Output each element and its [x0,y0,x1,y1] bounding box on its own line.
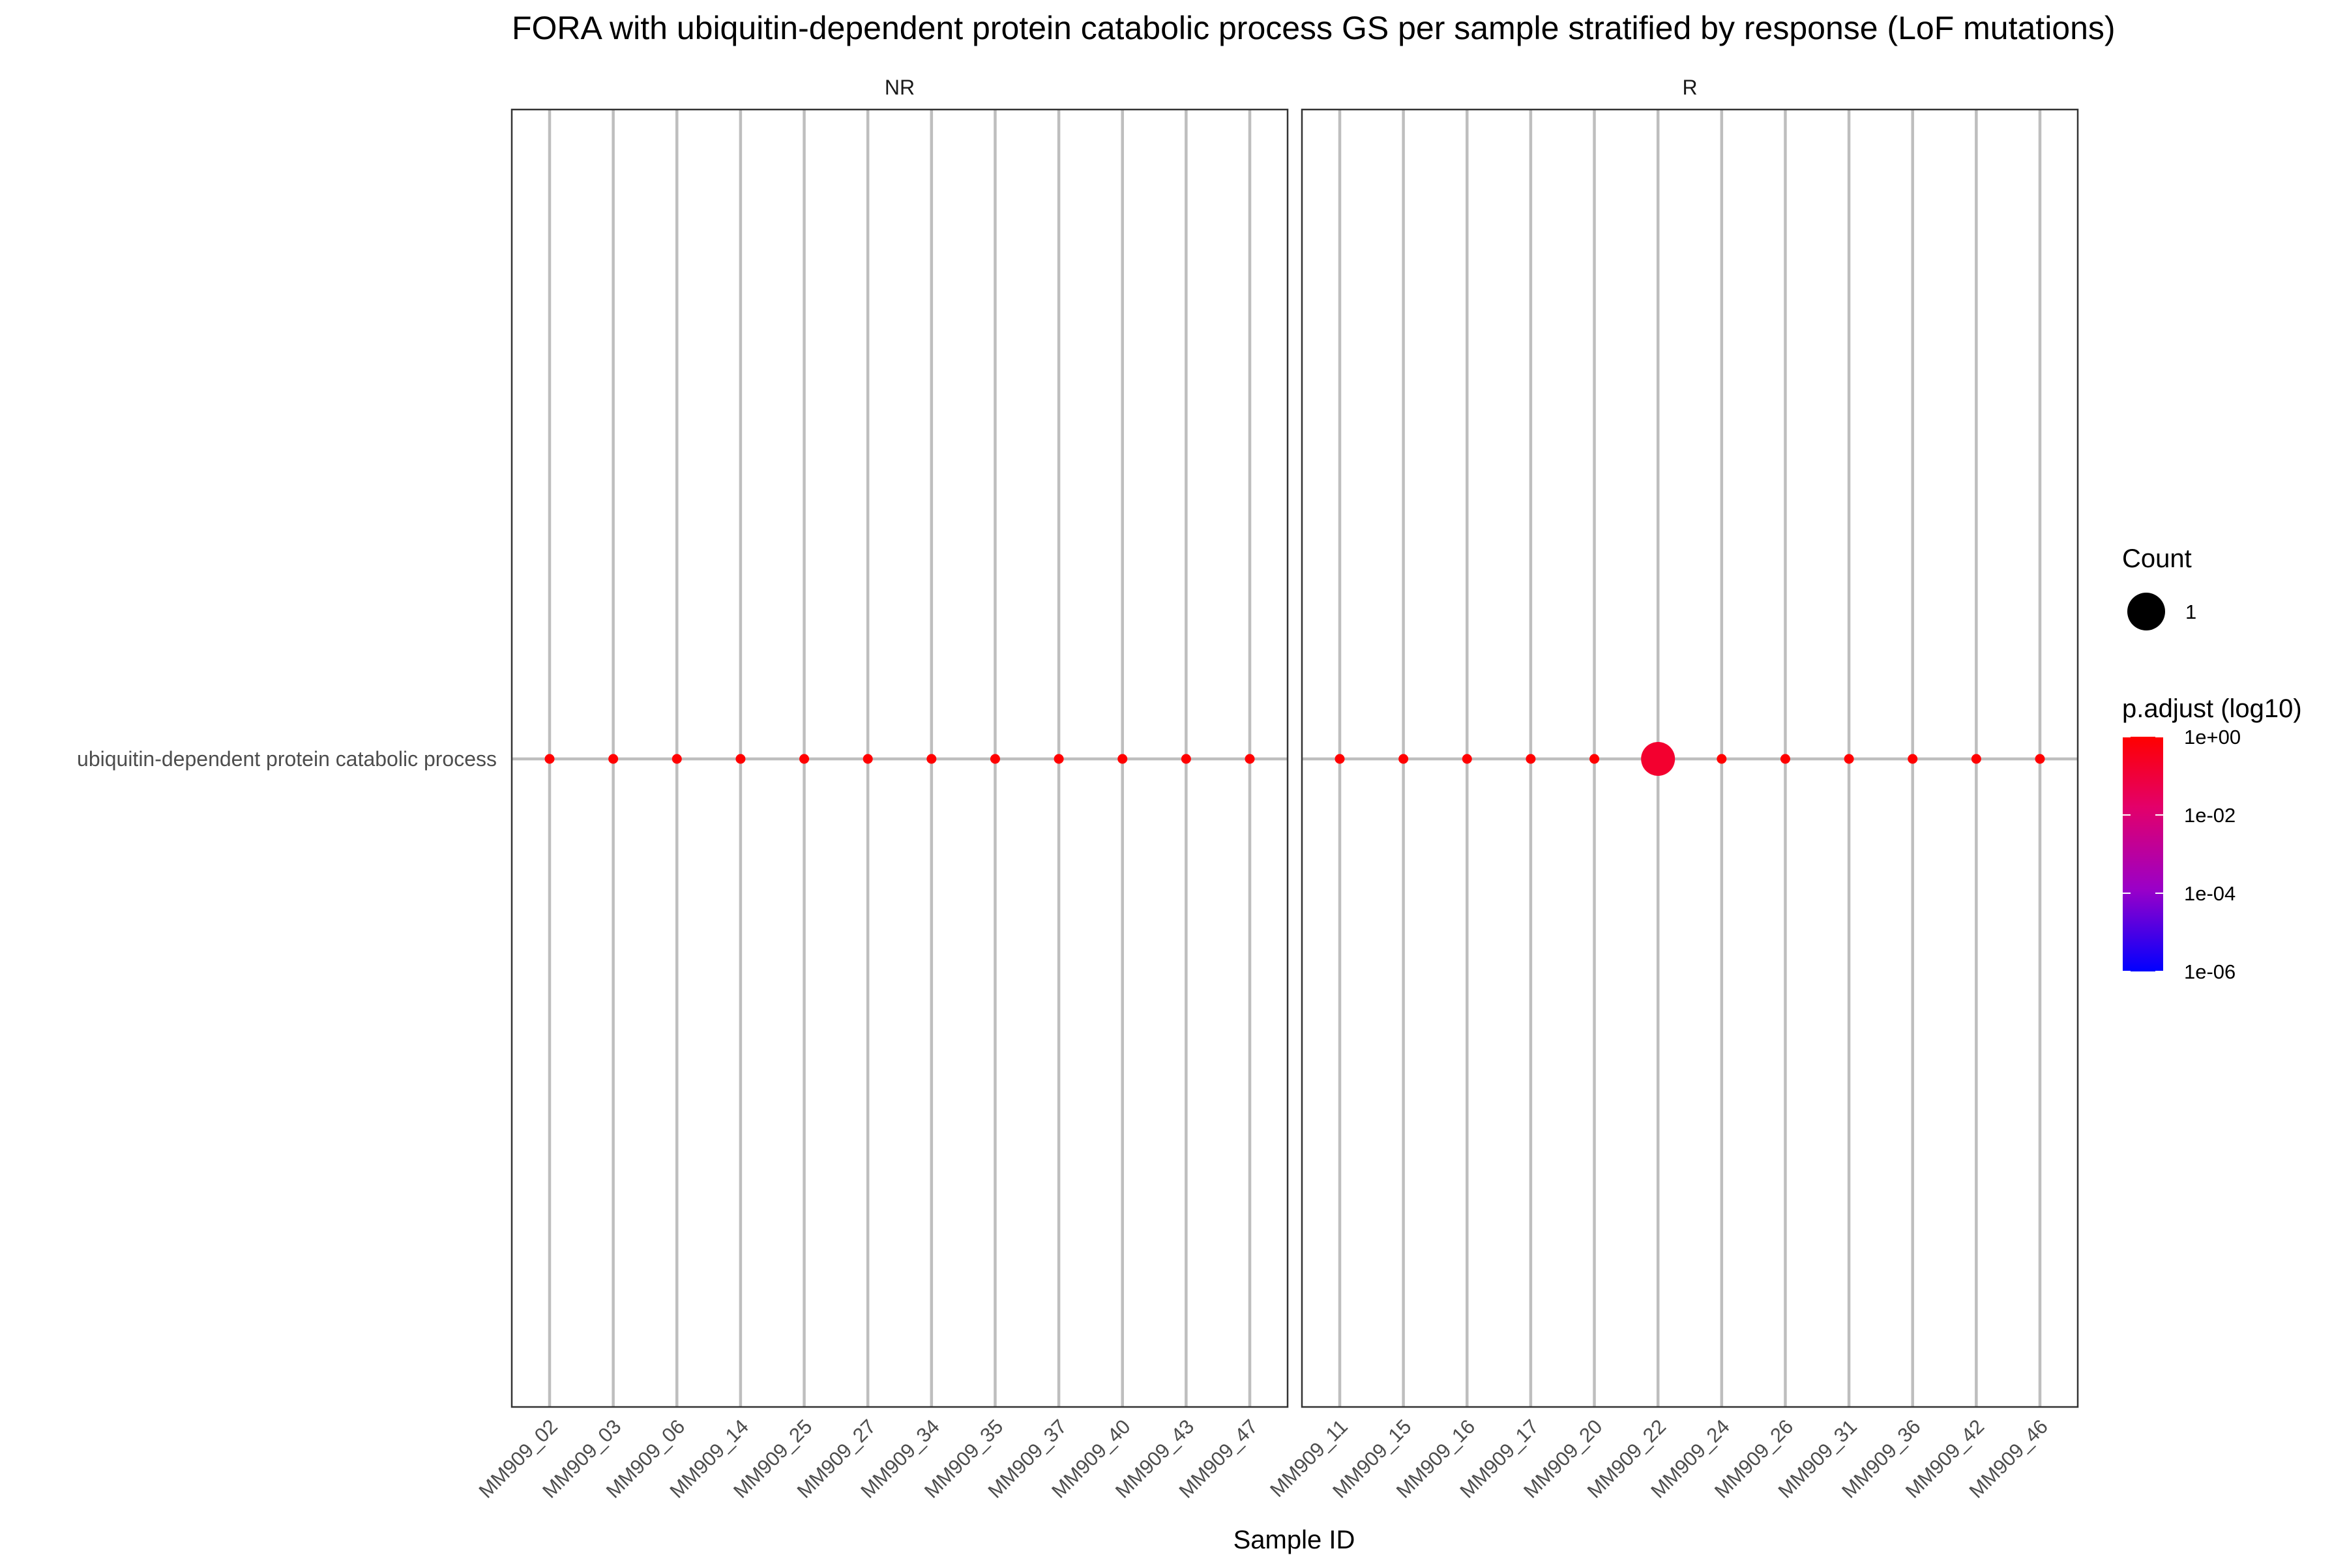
data-point-mm909_11 [1335,754,1345,764]
data-point-mm909_40 [1117,754,1128,764]
data-point-mm909_34 [926,754,937,764]
facet-panel-r: RMM909_11MM909_15MM909_16MM909_17MM909_2… [1265,76,2079,1503]
data-point-mm909_35 [990,754,1000,764]
x-axis-title: Sample ID [1233,1526,1355,1554]
color-legend-label: 1e-02 [2184,804,2236,827]
data-point-mm909_42 [1971,754,1981,764]
color-legend-label: 1e+00 [2184,726,2241,748]
facet-panels: NRMM909_02MM909_03MM909_06MM909_14MM909_… [475,76,2079,1503]
data-point-mm909_20 [1589,754,1600,764]
data-point-mm909_14 [735,754,746,764]
data-point-mm909_02 [544,754,555,764]
size-legend-label: 1 [2185,600,2196,623]
data-point-mm909_17 [1526,754,1536,764]
panel-border [510,108,1289,1408]
data-point-mm909_37 [1054,754,1064,764]
data-point-mm909_22 [1641,742,1675,776]
data-point-mm909_26 [1780,754,1790,764]
data-point-mm909_36 [1908,754,1918,764]
legend: Count 1 p.adjust (log10) 1e+00 1e-02 1e-04… [2122,544,2302,983]
data-point-mm909_25 [799,754,810,764]
y-axis: ubiquitin-dependent protein catabolic pr… [77,747,497,771]
color-legend-ticks: 1e+00 1e-02 1e-04 1e-06 [2123,726,2241,983]
size-legend-entries: 1 [2127,593,2196,630]
size-legend-key [2127,593,2165,630]
panel-border [1301,108,2079,1408]
data-point-mm909_46 [2035,754,2045,764]
chart-title: FORA with ubiquitin-dependent protein ca… [512,10,2116,46]
facet-strip-label: NR [885,76,915,99]
color-legend-colorbar [2123,737,2163,971]
data-point-mm909_16 [1462,754,1472,764]
y-tick-label: ubiquitin-dependent protein catabolic pr… [77,747,497,771]
color-legend-title: p.adjust (log10) [2122,694,2302,723]
size-legend-title: Count [2122,544,2192,573]
facet-strip-label: R [1682,76,1697,99]
data-point-mm909_24 [1717,754,1727,764]
color-legend-label: 1e-06 [2184,960,2236,983]
color-legend-label: 1e-04 [2184,882,2236,905]
facet-panel-nr: NRMM909_02MM909_03MM909_06MM909_14MM909_… [475,76,1289,1503]
data-point-mm909_43 [1181,754,1191,764]
data-point-mm909_06 [672,754,682,764]
data-point-mm909_15 [1398,754,1409,764]
data-point-mm909_31 [1844,754,1854,764]
data-point-mm909_03 [608,754,619,764]
data-point-mm909_47 [1245,754,1255,764]
data-point-mm909_27 [863,754,873,764]
